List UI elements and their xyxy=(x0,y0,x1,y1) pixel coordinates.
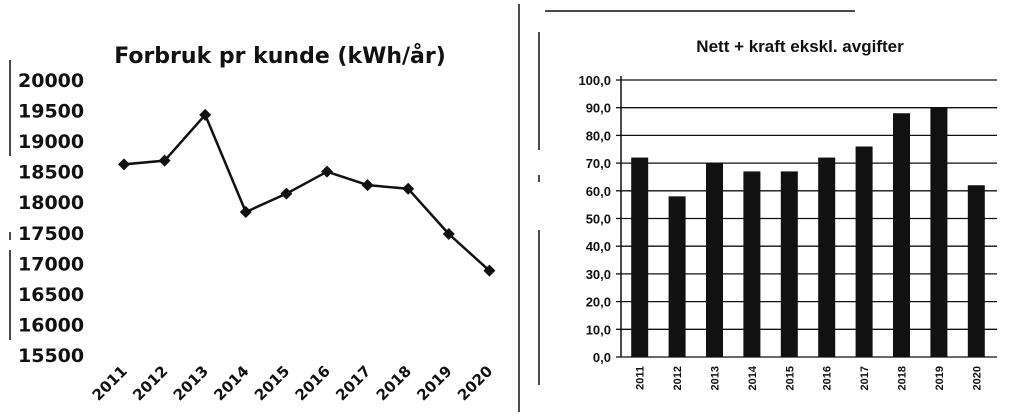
data-point xyxy=(321,165,333,178)
y-tick-label: 18000 xyxy=(18,192,84,214)
x-tick-label: 2018 xyxy=(373,362,415,404)
bar xyxy=(855,146,873,357)
bar xyxy=(780,171,798,357)
x-tick-label: 2019 xyxy=(934,366,946,390)
x-tick-label: 2015 xyxy=(251,362,293,404)
bar xyxy=(818,157,836,357)
y-tick-label: 10,0 xyxy=(586,322,611,337)
data-point xyxy=(239,206,252,218)
x-axis-ticks: 2011 2012 2013 2014 2015 2016 2017 2018 2019 2020 xyxy=(635,365,984,390)
data-point xyxy=(118,158,130,171)
price-chart: Nett + kraft ekskl. avgifter 100,0 90,0 80… xyxy=(515,0,1018,416)
series-line xyxy=(123,113,491,272)
y-axis-ticks: 100,0 90,0 80,0 70,0 60,0 50,0 40,0 30,0 20,0 10,… xyxy=(578,73,611,365)
y-tick-label: 19000 xyxy=(18,131,84,153)
data-point xyxy=(361,179,374,192)
x-tick-label: 2020 xyxy=(971,366,983,390)
chart-title: Forbruk pr kunde (kWh/år) xyxy=(114,43,446,69)
x-tick-label: 2014 xyxy=(210,362,252,404)
data-point xyxy=(280,187,293,200)
y-tick-label: 80,0 xyxy=(586,128,611,143)
x-tick-label: 2013 xyxy=(710,366,722,390)
x-tick-label: 2017 xyxy=(859,366,871,390)
y-tick-label: 16500 xyxy=(18,284,84,306)
y-tick-label: 20,0 xyxy=(586,295,611,310)
y-tick-label: 90,0 xyxy=(586,101,611,116)
x-tick-label: 2013 xyxy=(170,362,212,404)
y-tick-label: 60,0 xyxy=(586,184,611,199)
bar xyxy=(706,163,723,357)
y-tick-label: 17500 xyxy=(18,223,84,245)
x-tick-label: 2015 xyxy=(784,366,796,390)
x-tick-label: 2011 xyxy=(635,366,647,390)
bar xyxy=(930,107,948,357)
y-tick-label: 19500 xyxy=(18,101,84,123)
y-tick-label: 20000 xyxy=(18,70,84,92)
y-tick-label: 15500 xyxy=(18,345,84,367)
x-tick-label: 2016 xyxy=(292,362,334,404)
y-tick-label: 100,0 xyxy=(578,73,611,88)
data-point xyxy=(199,108,212,121)
x-tick-label: 2019 xyxy=(413,362,455,404)
x-tick-label: 2017 xyxy=(332,362,374,404)
data-point xyxy=(483,264,496,277)
y-tick-label: 30,0 xyxy=(586,267,611,282)
x-tick-label: 2012 xyxy=(672,366,684,390)
x-tick-label: 2018 xyxy=(897,366,909,390)
x-tick-label: 2014 xyxy=(747,365,759,390)
y-tick-label: 40,0 xyxy=(586,239,611,254)
bar xyxy=(893,113,910,358)
bars xyxy=(631,107,985,358)
plot-area xyxy=(118,108,496,277)
y-tick-label: 16000 xyxy=(18,314,84,336)
data-point xyxy=(158,154,171,167)
y-axis-ticks: 20000 19500 19000 18500 18000 17500 17000 16500… xyxy=(18,70,84,367)
bar xyxy=(631,157,649,357)
x-tick-label: 2011 xyxy=(89,362,131,404)
bar xyxy=(668,196,686,357)
x-tick-label: 2012 xyxy=(129,362,171,404)
consumption-chart: Forbruk pr kunde (kWh/år) 20000 19500 1900… xyxy=(9,43,497,404)
bar xyxy=(743,171,761,357)
consumption-chart-svg: Forbruk pr kunde (kWh/år) 20000 19500 1900… xyxy=(9,43,497,404)
y-tick-label: 70,0 xyxy=(586,156,611,171)
data-point xyxy=(402,182,415,195)
chart-title: Nett + kraft ekskl. avgifter xyxy=(696,37,904,56)
bar xyxy=(967,185,985,357)
data-point xyxy=(442,228,455,240)
y-tick-label: 50,0 xyxy=(586,212,611,227)
y-tick-label: 0,0 xyxy=(593,350,611,365)
price-chart-svg: Nett + kraft ekskl. avgifter 100,0 90,0 80… xyxy=(518,4,997,412)
y-tick-label: 18500 xyxy=(18,162,84,184)
x-tick-label: 2020 xyxy=(454,362,496,404)
x-tick-label: 2016 xyxy=(822,366,834,390)
y-tick-label: 17000 xyxy=(18,253,84,275)
